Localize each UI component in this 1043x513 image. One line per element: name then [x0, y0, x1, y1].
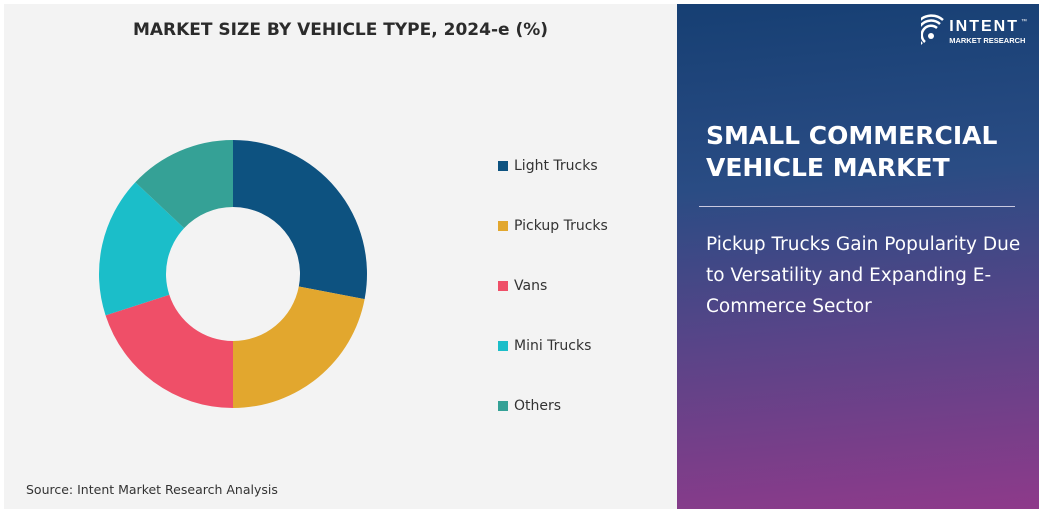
chart-title: MARKET SIZE BY VEHICLE TYPE, 2024-e (%) [132, 20, 549, 40]
logo: INTENT ™ MARKET RESEARCH [921, 12, 1027, 46]
legend-swatch [498, 281, 508, 291]
slice-pickup-trucks [233, 286, 365, 408]
chart-panel: MARKET SIZE BY VEHICLE TYPE, 2024-e (%) … [4, 4, 677, 509]
legend-label: Pickup Trucks [514, 218, 608, 234]
legend-swatch [498, 161, 508, 171]
legend-label: Vans [514, 278, 548, 294]
logo-name: INTENT [949, 18, 1019, 35]
slice-light-trucks [233, 140, 367, 300]
logo-subtitle: MARKET RESEARCH [949, 36, 1026, 45]
legend-item: Vans [498, 278, 547, 294]
subheadline: Pickup Trucks Gain Popularity Due to Ver… [706, 234, 1021, 317]
logo-name-line: INTENT ™ [949, 18, 1027, 36]
legend-swatch [498, 401, 508, 411]
slice-mini-trucks [99, 182, 185, 316]
legend-swatch [498, 341, 508, 351]
legend-label: Others [514, 398, 562, 414]
slice-vans [105, 294, 233, 408]
legend-swatch [498, 221, 508, 231]
trademark: ™ [1021, 19, 1027, 25]
legend-label: Light Trucks [514, 158, 598, 174]
legend-item: Others [498, 398, 561, 414]
source-note: Source: Intent Market Research Analysis [26, 482, 278, 497]
legend-item: Light Trucks [498, 158, 598, 174]
legend-label: Mini Trucks [514, 338, 592, 354]
donut-chart [99, 140, 367, 408]
logo-text: INTENT ™ MARKET RESEARCH [949, 18, 1027, 46]
headline: SMALL COMMERCIAL VEHICLE MARKET [706, 121, 998, 182]
legend-item: Pickup Trucks [498, 218, 608, 234]
legend-item: Mini Trucks [498, 338, 591, 354]
info-panel: INTENT ™ MARKET RESEARCH SMALL COMMERCIA… [677, 4, 1039, 509]
slice-others [135, 140, 233, 229]
signal-icon [921, 14, 945, 45]
divider [699, 206, 1015, 207]
